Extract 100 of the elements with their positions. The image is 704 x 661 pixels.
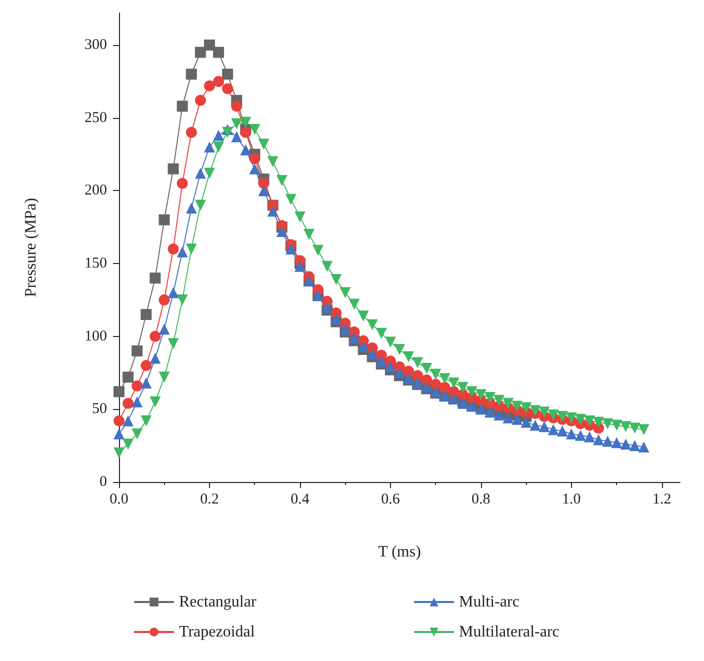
point	[222, 68, 234, 80]
point	[231, 131, 242, 142]
point	[304, 228, 315, 240]
point	[213, 76, 224, 87]
point	[140, 309, 152, 320]
point	[358, 310, 369, 322]
point	[140, 360, 152, 371]
point	[249, 124, 260, 136]
point	[448, 377, 460, 388]
point	[430, 368, 442, 380]
point	[340, 324, 351, 335]
point	[204, 168, 215, 179]
point	[240, 116, 252, 128]
point	[158, 324, 170, 335]
point	[213, 46, 224, 58]
point	[584, 415, 596, 426]
y-tick-label: 200	[84, 182, 107, 199]
point	[158, 294, 170, 306]
point	[150, 396, 161, 408]
point	[285, 194, 296, 205]
point	[538, 421, 550, 432]
point	[122, 398, 134, 409]
point	[168, 287, 179, 298]
point	[475, 389, 486, 400]
point	[194, 94, 206, 106]
point	[140, 415, 152, 426]
point	[222, 126, 234, 138]
point	[204, 40, 215, 51]
point	[240, 126, 252, 138]
point	[194, 46, 206, 58]
point	[502, 412, 514, 424]
x-tick-label: 1.0	[562, 492, 581, 508]
point	[249, 163, 260, 174]
point	[258, 178, 270, 189]
point	[638, 424, 650, 436]
point	[249, 153, 260, 164]
point	[494, 394, 505, 406]
point	[520, 402, 532, 414]
point	[348, 332, 360, 344]
point	[322, 302, 333, 313]
point	[150, 330, 161, 342]
point	[294, 260, 306, 272]
point	[584, 431, 596, 442]
point	[150, 272, 161, 284]
point	[548, 424, 559, 436]
point	[574, 414, 586, 425]
point	[403, 351, 414, 362]
point	[394, 367, 405, 378]
point	[457, 382, 468, 393]
y-axis-title: Pressure (MPa)	[22, 198, 40, 298]
y-tick-label: 0	[100, 474, 107, 490]
x-tick-label: 0.8	[472, 492, 490, 508]
point	[384, 361, 396, 372]
point	[629, 440, 640, 452]
point	[322, 260, 333, 272]
point	[512, 400, 523, 412]
point	[312, 244, 324, 256]
point	[186, 126, 197, 138]
point	[186, 68, 197, 80]
point	[502, 398, 514, 409]
point	[620, 438, 632, 450]
point	[168, 243, 179, 254]
point	[376, 328, 387, 339]
point	[439, 373, 450, 384]
y-tick-label: 100	[84, 328, 107, 344]
point	[204, 142, 215, 152]
point	[158, 372, 170, 383]
point	[484, 392, 496, 404]
point	[330, 274, 342, 286]
point	[538, 406, 550, 418]
y-tick-label: 250	[84, 110, 107, 126]
point	[466, 386, 478, 398]
point	[158, 214, 170, 226]
point	[132, 396, 143, 408]
point	[168, 338, 179, 350]
point	[222, 83, 234, 94]
point	[494, 410, 505, 420]
point	[412, 357, 424, 368]
point	[556, 410, 568, 422]
point	[384, 336, 396, 348]
point	[176, 246, 188, 258]
legend-label: Multilateral-arc	[459, 624, 560, 640]
point	[611, 437, 622, 448]
point	[421, 362, 432, 374]
x-tick-label: 0.6	[381, 492, 400, 508]
point	[611, 420, 622, 431]
point	[602, 436, 614, 447]
point	[267, 156, 278, 168]
legend-label: Multi-arc	[459, 594, 520, 610]
point	[132, 428, 143, 440]
legend-label: Rectangular	[179, 594, 257, 610]
point	[602, 418, 614, 430]
point	[421, 374, 432, 386]
point	[132, 380, 143, 392]
point	[412, 370, 424, 382]
point	[258, 185, 270, 196]
point	[484, 406, 496, 418]
point	[520, 416, 532, 428]
point	[240, 144, 252, 156]
point	[194, 168, 206, 179]
